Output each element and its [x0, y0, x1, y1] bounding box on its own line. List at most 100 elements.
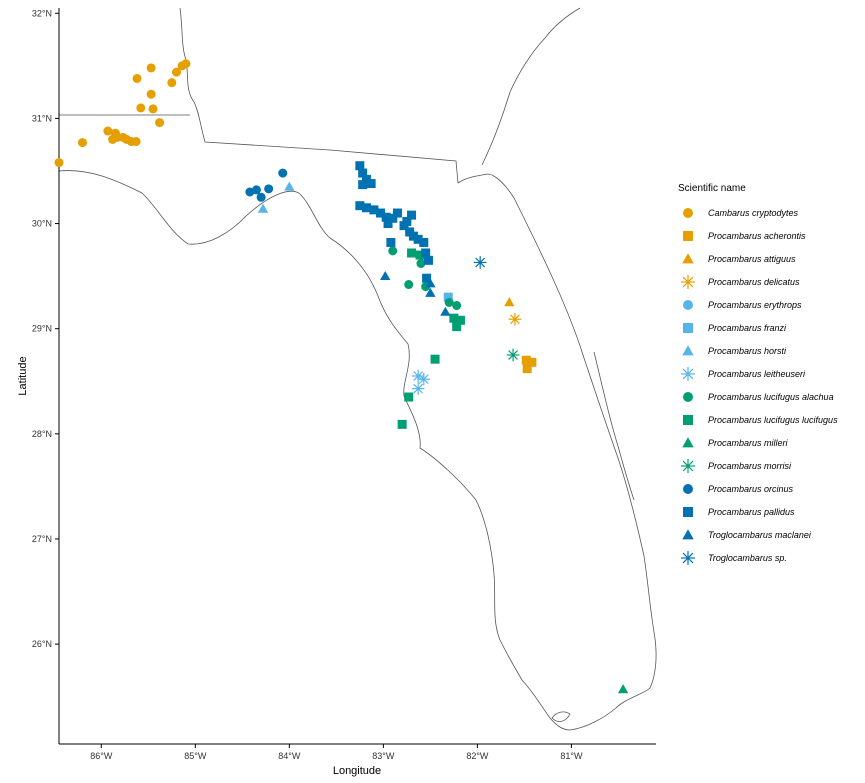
data-point [358, 180, 368, 190]
east-lagoon [593, 351, 635, 501]
legend-label: Procambarus horsti [708, 346, 787, 356]
y-tick-label: 32°N [32, 8, 52, 18]
data-point [392, 208, 402, 218]
legend-label: Cambarus cryptodytes [708, 208, 799, 218]
x-tick-label: 85°W [184, 751, 207, 761]
data-point [369, 205, 379, 215]
x-axis-title: Longitude [333, 765, 381, 777]
data-point [416, 258, 426, 268]
data-point [146, 63, 156, 73]
data-point [408, 231, 418, 241]
legend-title: Scientific name [678, 183, 746, 194]
legend: Scientific name Cambarus cryptodytes Proc… [678, 183, 838, 565]
axes [58, 8, 656, 745]
x-tick-label: 82°W [466, 751, 489, 761]
data-point [136, 103, 146, 113]
legend-key [682, 253, 694, 264]
data-point [361, 174, 371, 184]
legend-key [683, 208, 693, 218]
y-tick-label: 27°N [32, 534, 52, 544]
legend-label: Procambarus erythrops [708, 300, 802, 310]
georgia-florida-border-east [457, 173, 489, 184]
data-point [376, 208, 386, 218]
data-point [508, 312, 522, 326]
alabama-georgia-border [179, 7, 459, 184]
data-point [521, 355, 531, 365]
y-tick-label: 29°N [32, 324, 52, 334]
data-point [172, 67, 182, 77]
data-point [399, 221, 409, 231]
data-point [358, 168, 368, 178]
data-point [380, 270, 391, 280]
data-point [430, 354, 440, 364]
data-point [132, 73, 142, 83]
legend-label: Procambarus orcinus [708, 484, 794, 494]
legend-key [683, 484, 693, 494]
y-axis-title: Latitude [17, 356, 29, 395]
y-tick-label: 28°N [32, 429, 52, 439]
y-tick-label: 30°N [32, 219, 52, 229]
data-point [245, 187, 255, 197]
data-point [422, 273, 432, 283]
legend-key [682, 437, 694, 448]
data-point [449, 313, 459, 323]
data-point [103, 126, 113, 136]
data-point [397, 419, 407, 429]
data-point [504, 297, 515, 307]
data-point [452, 301, 462, 311]
data-point [452, 322, 462, 332]
data-point [421, 248, 431, 258]
legend-key [683, 507, 693, 517]
x-ticks: 86°W 85°W 84°W 83°W 82°W 81°W [90, 744, 583, 761]
legend-label: Procambarus lucifugus lucifugus [708, 415, 838, 425]
legend-label: Procambarus pallidus [708, 507, 795, 517]
data-point [78, 138, 88, 148]
x-tick-label: 83°W [372, 751, 395, 761]
y-tick-label: 31°N [32, 113, 52, 123]
data-point [440, 306, 451, 316]
data-point [407, 248, 417, 258]
data-point [355, 201, 365, 211]
florida-outline [58, 170, 657, 731]
legend-key [681, 459, 695, 473]
data-point [444, 297, 454, 307]
data-point [404, 392, 414, 402]
data-point [167, 78, 177, 88]
data-point [155, 118, 165, 128]
legend-label: Procambarus franzi [708, 323, 787, 333]
legend-key [681, 367, 695, 381]
legend-key [683, 231, 693, 241]
data-point [527, 357, 537, 367]
legend-label: Procambarus lucifugus alachua [708, 392, 834, 402]
data-point [473, 256, 487, 269]
georgia-coast [481, 7, 581, 166]
legend-key [682, 529, 694, 540]
legend-key [683, 323, 693, 333]
legend-label: Procambarus milleri [708, 438, 789, 448]
data-point [361, 203, 371, 213]
x-tick-label: 81°W [560, 751, 583, 761]
x-tick-label: 84°W [278, 751, 301, 761]
data-point [256, 192, 266, 202]
data-point [108, 134, 118, 144]
data-point [366, 179, 376, 189]
data-point [419, 237, 429, 247]
data-point [386, 237, 396, 247]
data-point [522, 364, 532, 374]
data-point [425, 287, 436, 297]
data-point [617, 684, 629, 694]
data-point [278, 168, 288, 178]
data-point [131, 137, 141, 147]
data-point [381, 212, 391, 222]
data-point [148, 104, 158, 114]
data-point [425, 278, 436, 288]
x-tick-label: 86°W [90, 751, 113, 761]
legend-label: Troglocambarus sp. [708, 553, 787, 563]
data-point [355, 161, 365, 171]
data-point [284, 181, 295, 191]
legend-key [681, 551, 695, 565]
legend-label: Procambarus morrisi [708, 461, 792, 471]
legend-key [682, 345, 694, 356]
data-point [443, 292, 453, 302]
